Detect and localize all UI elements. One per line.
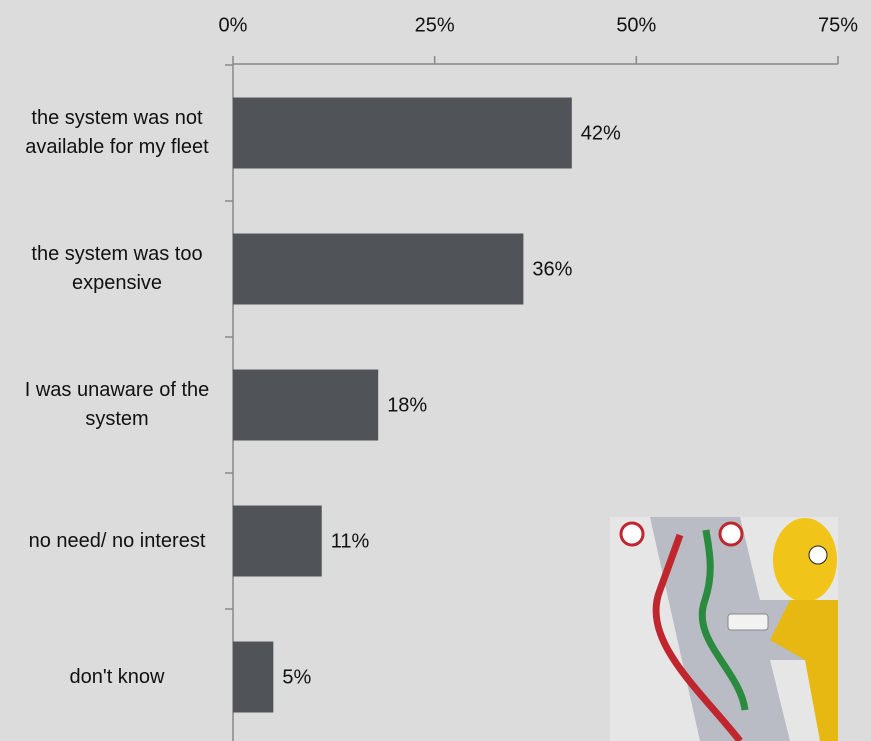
value-label: 18% (387, 394, 427, 416)
value-label: 42% (581, 122, 621, 144)
value-label: 36% (532, 258, 572, 280)
x-tick-label: 50% (616, 14, 656, 36)
y-tick-label: no need/ no interest (28, 529, 206, 552)
bar (233, 233, 524, 305)
y-tick-label: I was unaware of the system (24, 379, 210, 430)
x-tick-label: 75% (818, 14, 858, 36)
y-tick-label: don't know (69, 665, 165, 688)
illustration (610, 517, 838, 741)
bar (233, 369, 379, 441)
value-label: 11% (331, 530, 370, 552)
bar (233, 97, 572, 169)
value-label: 5% (282, 666, 311, 688)
bar (233, 641, 274, 713)
y-tick-label: the system was too expensive (31, 243, 203, 294)
x-tick-label: 0% (219, 14, 248, 36)
bar (233, 505, 322, 577)
y-tick-label: the system was not available for my flee… (25, 107, 209, 158)
x-tick-label: 25% (415, 14, 455, 36)
